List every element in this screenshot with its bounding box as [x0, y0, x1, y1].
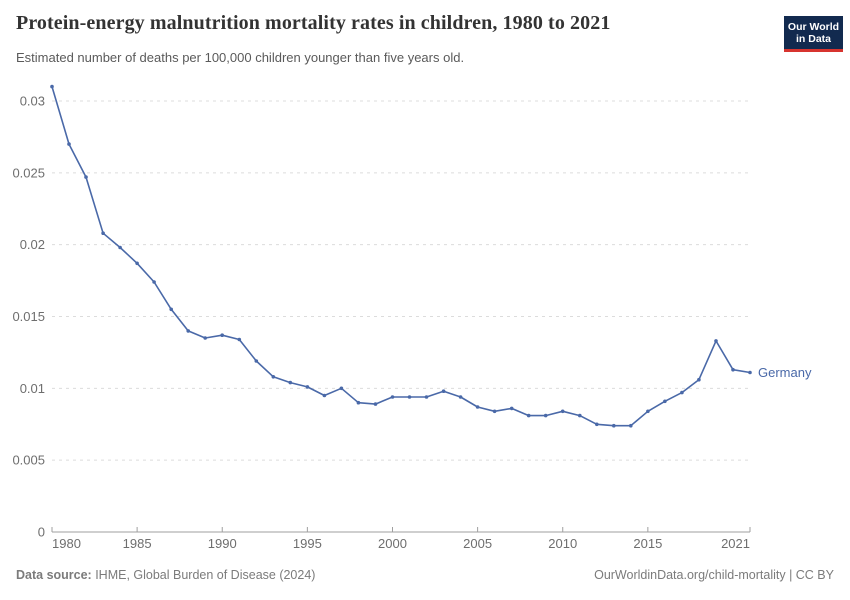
data-point-1998[interactable] — [356, 400, 361, 405]
data-point-2008[interactable] — [526, 413, 531, 418]
data-point-1985[interactable] — [135, 261, 139, 266]
data-point-2005[interactable] — [475, 405, 480, 409]
data-point-1982[interactable] — [84, 175, 88, 179]
x-axis-tick-label: 2000 — [378, 536, 407, 551]
data-point-2011[interactable] — [578, 413, 582, 418]
data-point-1981[interactable] — [67, 142, 71, 146]
x-axis-tick-label: 2021 — [721, 536, 750, 551]
chart-subtitle: Estimated number of deaths per 100,000 c… — [16, 50, 465, 65]
data-point-1986[interactable] — [152, 280, 156, 284]
credit-link[interactable]: OurWorldinData.org/child-mortality | CC … — [594, 568, 834, 582]
data-source-text: IHME, Global Burden of Disease (2024) — [91, 568, 316, 582]
y-axis-tick-label: 0.005 — [12, 453, 45, 468]
x-axis-tick-label: 2015 — [633, 536, 662, 551]
data-point-2017[interactable] — [680, 390, 684, 395]
data-point-1993[interactable] — [271, 375, 276, 379]
data-point-1995[interactable] — [305, 385, 310, 389]
series-label-germany[interactable]: Germany — [758, 365, 812, 380]
y-axis-tick-label: 0.015 — [12, 309, 45, 324]
data-point-1991[interactable] — [237, 337, 242, 342]
data-point-1987[interactable] — [169, 307, 173, 312]
data-point-1996[interactable] — [322, 393, 327, 398]
data-point-1988[interactable] — [186, 329, 190, 333]
data-point-2007[interactable] — [509, 406, 514, 411]
data-point-2015[interactable] — [646, 409, 650, 414]
data-source-note: Data source: IHME, Global Burden of Dise… — [16, 568, 315, 582]
data-point-2004[interactable] — [458, 395, 463, 399]
data-point-2019[interactable] — [714, 339, 718, 343]
x-axis-tick-label: 2005 — [463, 536, 492, 551]
data-point-2018[interactable] — [697, 377, 701, 382]
series-line-germany — [51, 85, 751, 427]
x-axis-tick-label: 1980 — [52, 536, 81, 551]
data-point-1990[interactable] — [220, 333, 224, 338]
data-point-2021[interactable] — [748, 370, 752, 375]
y-axis-tick-label: 0.01 — [20, 381, 45, 396]
data-point-2009[interactable] — [543, 413, 548, 418]
data-point-2010[interactable] — [560, 409, 565, 414]
data-point-1992[interactable] — [254, 359, 259, 363]
x-axis-tick-label: 2010 — [548, 536, 577, 551]
data-point-2000[interactable] — [390, 395, 395, 399]
data-point-1997[interactable] — [339, 386, 344, 391]
data-point-1994[interactable] — [288, 380, 293, 385]
y-axis-tick-label: 0.025 — [12, 165, 45, 180]
data-point-2014[interactable] — [629, 423, 633, 428]
data-point-1984[interactable] — [118, 245, 122, 250]
data-point-2006[interactable] — [492, 409, 497, 414]
data-source-label: Data source: — [16, 568, 92, 582]
y-axis-tick-label: 0 — [38, 525, 45, 540]
data-point-1999[interactable] — [373, 402, 378, 406]
x-axis-tick-label: 1990 — [208, 536, 237, 551]
x-axis-tick-label: 1995 — [293, 536, 322, 551]
page-title: Protein-energy malnutrition mortality ra… — [16, 12, 611, 34]
data-point-2020[interactable] — [731, 367, 735, 372]
data-point-2012[interactable] — [595, 422, 599, 427]
y-axis-tick-label: 0.02 — [20, 237, 45, 252]
owid-logo-line2: in Data — [795, 33, 831, 45]
owid-logo[interactable]: Our World in Data — [784, 16, 843, 52]
owid-logo-line1: Our World — [787, 21, 840, 33]
data-point-2001[interactable] — [407, 395, 412, 399]
y-axis-tick-label: 0.03 — [20, 94, 45, 109]
data-point-1980[interactable] — [50, 84, 54, 89]
x-axis-tick-label: 1985 — [123, 536, 152, 551]
data-point-2002[interactable] — [424, 395, 429, 399]
data-point-1989[interactable] — [203, 336, 207, 340]
data-point-2016[interactable] — [663, 399, 667, 404]
data-point-1983[interactable] — [101, 231, 105, 235]
data-point-2013[interactable] — [612, 423, 616, 428]
data-point-2003[interactable] — [441, 389, 446, 394]
